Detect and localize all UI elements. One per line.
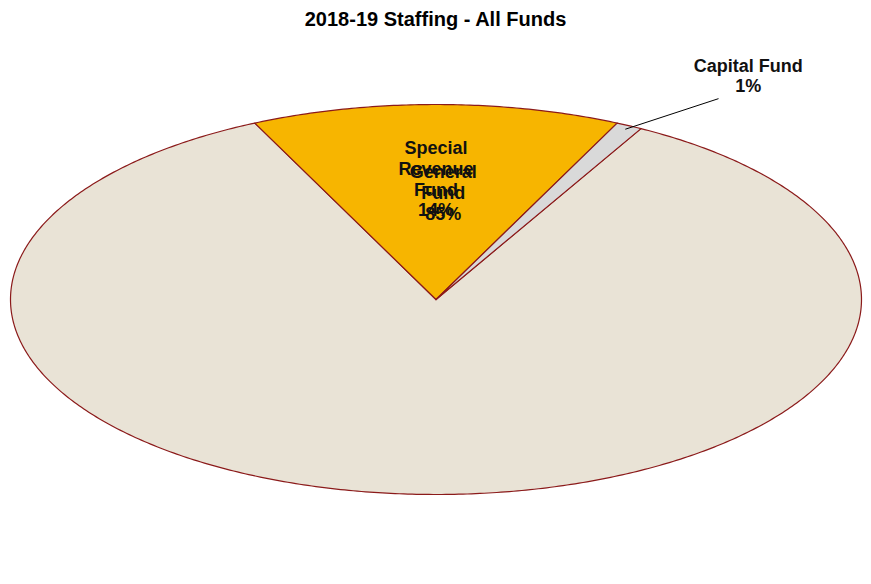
svg-text:Capital Fund1%: Capital Fund1% [694,56,803,97]
svg-text:SpecialRevenueFund14%: SpecialRevenueFund14% [398,138,473,220]
